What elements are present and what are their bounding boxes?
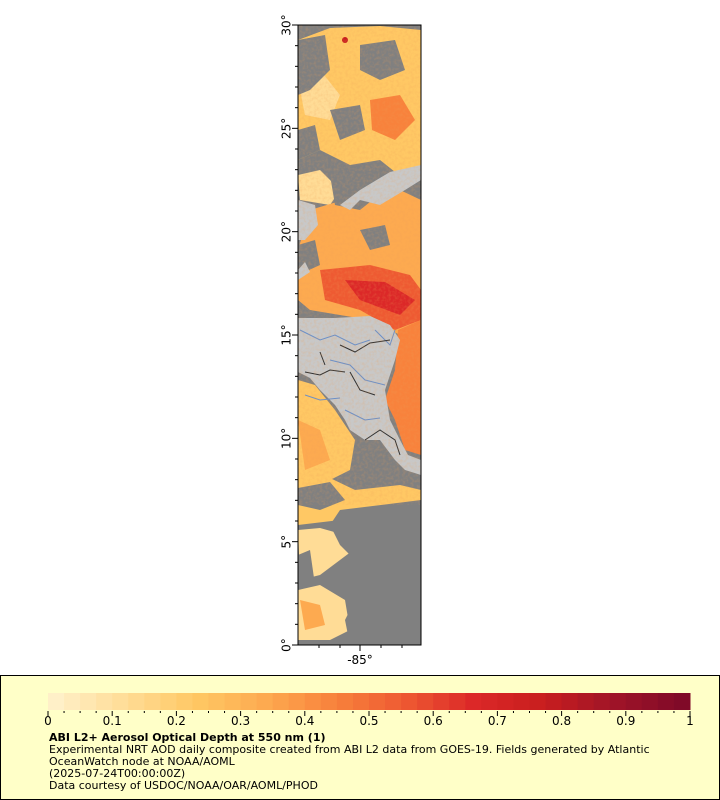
colorbar-tick-label: 0	[44, 714, 52, 728]
legend-date: (2025-07-24T00:00:00Z)	[49, 767, 186, 780]
colorbar-segment	[577, 693, 595, 710]
colorbar-segment	[128, 693, 145, 710]
legend-text: ABI L2+ Aerosol Optical Depth at 550 nm …	[49, 732, 709, 792]
colorbar-tick-label: 0.8	[552, 714, 571, 728]
legend-description: Experimental NRT AOD daily composite cre…	[49, 743, 650, 768]
colorbar-segment	[481, 693, 498, 710]
colorbar-segment	[112, 693, 129, 710]
colorbar-segment	[641, 693, 659, 710]
colorbar-segment	[417, 693, 434, 710]
colorbar-segment	[240, 693, 258, 710]
lat-tick-label: 0°	[280, 638, 294, 652]
colorbar: 0 0.1 0.2 0.3 0.4 0.5 0.6 0.7 0.8 0.9 1	[44, 693, 694, 728]
latitude-axis: 30° 25° 20° 15° 10° 5° 0°	[280, 14, 298, 652]
colorbar-gradient	[48, 693, 691, 710]
colorbar-segment	[513, 693, 530, 710]
colorbar-segment	[48, 693, 65, 710]
colorbar-tick-label: 0.2	[167, 714, 186, 728]
colorbar-segment	[176, 693, 193, 710]
lat-tick-label: 10°	[280, 428, 294, 449]
colorbar-segment	[385, 693, 402, 710]
colorbar-segment	[657, 693, 675, 710]
longitude-axis: -85°	[318, 645, 403, 667]
colorbar-segment	[208, 693, 226, 710]
colorbar-segment	[545, 693, 563, 710]
colorbar-segment	[64, 693, 81, 710]
colorbar-segment	[449, 693, 466, 710]
colorbar-segment	[593, 693, 611, 710]
legend-panel: 0 0.1 0.2 0.3 0.4 0.5 0.6 0.7 0.8 0.9 1 ABI L2+ Ae…	[0, 675, 720, 800]
colorbar-tick-label: 0.1	[103, 714, 122, 728]
colorbar-tick-label: 0.5	[359, 714, 378, 728]
lat-tick-label: 15°	[280, 324, 294, 345]
colorbar-segment	[609, 693, 627, 710]
colorbar-segment	[160, 693, 177, 710]
map-area: 30° 25° 20° 15° 10° 5° 0° -85°	[280, 14, 422, 667]
colorbar-segment	[625, 693, 643, 710]
lon-tick-label: -85°	[347, 653, 373, 667]
colorbar-segment	[96, 693, 113, 710]
colorbar-tick-label: 0.6	[424, 714, 443, 728]
colorbar-segment	[256, 693, 274, 710]
lat-tick-label: 25°	[280, 118, 294, 139]
colorbar-segment	[433, 693, 450, 710]
aod-map: 30° 25° 20° 15° 10° 5° 0° -85°	[280, 14, 422, 667]
colorbar-segment	[369, 693, 386, 710]
colorbar-tick-label: 1	[686, 714, 694, 728]
colorbar-segment	[497, 693, 514, 710]
colorbar-segment	[192, 693, 209, 710]
colorbar-segment	[465, 693, 482, 710]
colorbar-segment	[304, 693, 322, 710]
colorbar-segment	[401, 693, 418, 710]
colorbar-segment	[320, 693, 338, 710]
legend-credit: Data courtesy of USDOC/NOAA/OAR/AOML/PHO…	[49, 779, 318, 792]
map-plot	[298, 25, 421, 645]
legend-title: ABI L2+ Aerosol Optical Depth at 550 nm …	[49, 731, 326, 744]
colorbar-ticks: 0 0.1 0.2 0.3 0.4 0.5 0.6 0.7 0.8 0.9 1	[44, 711, 694, 728]
lat-tick-label: 30°	[280, 14, 294, 35]
colorbar-segment	[529, 693, 547, 710]
lat-tick-label: 20°	[280, 221, 294, 242]
lat-tick-label: 5°	[280, 535, 294, 549]
colorbar-segment	[673, 693, 691, 710]
colorbar-segment	[80, 693, 97, 710]
colorbar-segment	[272, 693, 290, 710]
colorbar-segment	[336, 693, 354, 710]
colorbar-segment	[288, 693, 306, 710]
colorbar-segment	[224, 693, 242, 710]
colorbar-tick-label: 0.9	[616, 714, 635, 728]
colorbar-tick-label: 0.7	[488, 714, 507, 728]
colorbar-segment	[561, 693, 579, 710]
colorbar-tick-label: 0.3	[231, 714, 250, 728]
colorbar-segment	[352, 693, 370, 710]
colorbar-tick-label: 0.4	[295, 714, 314, 728]
colorbar-segment	[144, 693, 161, 710]
